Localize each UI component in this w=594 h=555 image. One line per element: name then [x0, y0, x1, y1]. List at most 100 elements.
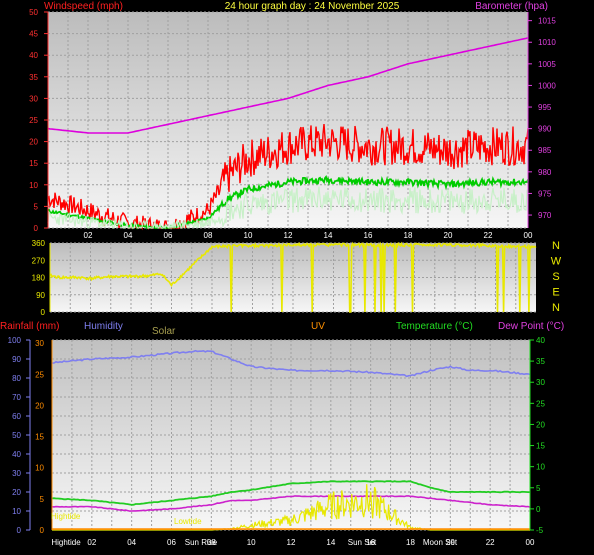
- wind-tick-label: 40: [29, 51, 38, 60]
- humidity-tick-label: 20: [12, 488, 21, 497]
- time-label-top: 20: [444, 231, 453, 240]
- sunset-label: Sun Set: [348, 538, 377, 547]
- hightide-plot-label: Hightide: [51, 512, 81, 521]
- uv-axis-title: UV: [311, 321, 325, 332]
- time-label-top: 18: [404, 231, 413, 240]
- compass-label-2: S: [552, 271, 559, 283]
- wind-tick-label: 30: [29, 94, 38, 103]
- baro-tick-label: 1000: [538, 81, 556, 90]
- temperature-tick-label: 10: [536, 463, 545, 472]
- humidity-tick-label: 60: [12, 412, 21, 421]
- wind-tick-label: 15: [29, 159, 38, 168]
- temperature-tick-label: -5: [536, 526, 544, 535]
- baro-tick-label: 1005: [538, 60, 556, 69]
- humidity-tick-label: 30: [12, 469, 21, 478]
- wind-direction-line: [49, 241, 537, 313]
- direction-tick-label: 360: [32, 239, 46, 248]
- humidity-tick-label: 70: [12, 393, 21, 402]
- compass-label-3: E: [552, 287, 559, 299]
- rainfall-axis-title: Rainfall (mm): [0, 321, 59, 332]
- rain-tick-label: 20: [35, 401, 44, 410]
- time-label-bottom: 16: [366, 538, 375, 547]
- temperature-tick-label: 40: [536, 336, 545, 345]
- barometer-line: [47, 37, 529, 134]
- direction-tick-label: 180: [32, 274, 46, 283]
- time-label-bottom: 14: [326, 538, 335, 547]
- wind-tick-label: 45: [29, 30, 38, 39]
- time-label-top: 14: [324, 231, 333, 240]
- rain-tick-label: 30: [35, 339, 44, 348]
- baro-tick-label: 1010: [538, 38, 556, 47]
- direction-tick-label: 90: [36, 291, 45, 300]
- time-label-top: 10: [244, 231, 253, 240]
- time-label-top: 12: [284, 231, 293, 240]
- wind-tick-label: 35: [29, 73, 38, 82]
- wind-tick-label: 5: [34, 202, 39, 211]
- temperature-tick-label: 25: [536, 399, 545, 408]
- temperature-tick-label: 15: [536, 442, 545, 451]
- baro-tick-label: 980: [538, 168, 552, 177]
- barometer-axis-title: Barometer (hpa): [475, 1, 548, 12]
- wind-tick-label: 10: [29, 181, 38, 190]
- compass-label-1: W: [551, 256, 562, 268]
- humidity-axis-title: Humidity: [84, 321, 123, 332]
- wind-tick-label: 20: [29, 138, 38, 147]
- sunrise-label: Sun Rise: [185, 538, 218, 547]
- humidity-line: [51, 349, 531, 378]
- temperature-tick-label: 0: [536, 505, 541, 514]
- moonset-label: Moon Set: [423, 538, 458, 547]
- direction-tick-label: 0: [41, 308, 46, 317]
- temperature-line: [51, 480, 531, 506]
- humidity-tick-label: 0: [17, 526, 22, 535]
- wind-speed-line: [47, 186, 529, 230]
- time-label-top: 08: [204, 231, 213, 240]
- time-label-bottom: 04: [127, 538, 136, 547]
- lowtide-plot-label: Lowtide: [174, 517, 202, 526]
- solar-line: [52, 484, 530, 531]
- rain-tick-label: 10: [35, 464, 44, 473]
- solar-axis-title: Solar: [152, 326, 176, 337]
- time-label-top: 06: [164, 231, 173, 240]
- baro-tick-label: 985: [538, 146, 552, 155]
- temperature-tick-label: 5: [536, 484, 541, 493]
- time-label-top: 02: [84, 231, 93, 240]
- rain-tick-label: 25: [35, 370, 44, 379]
- rain-tick-label: 0: [40, 526, 45, 535]
- wind-gust-line: [47, 124, 529, 231]
- wind-tick-label: 50: [29, 8, 38, 17]
- humidity-tick-label: 50: [12, 431, 21, 440]
- dewpoint-line: [51, 495, 531, 512]
- hightide-axis-label: Hightide: [51, 538, 81, 547]
- baro-tick-label: 995: [538, 103, 552, 112]
- time-label-top: 00: [524, 231, 533, 240]
- temperature-axis-title: Temperature (°C): [396, 321, 473, 332]
- chart-title: 24 hour graph day : 24 November 2025: [225, 1, 400, 12]
- time-label-bottom: 06: [167, 538, 176, 547]
- compass-label-4: N: [552, 302, 560, 314]
- time-label-bottom: 08: [207, 538, 216, 547]
- time-label-top: 04: [124, 231, 133, 240]
- rain-tick-label: 15: [35, 433, 44, 442]
- windspeed-axis-title: Windspeed (mph): [44, 1, 123, 12]
- baro-tick-label: 975: [538, 189, 552, 198]
- baro-tick-label: 970: [538, 211, 552, 220]
- time-label-bottom: 00: [526, 538, 535, 547]
- baro-tick-label: 1015: [538, 17, 556, 26]
- direction-tick-label: 270: [32, 256, 46, 265]
- humidity-tick-label: 10: [12, 507, 21, 516]
- temperature-tick-label: 30: [536, 378, 545, 387]
- time-label-top: 16: [364, 231, 373, 240]
- humidity-tick-label: 40: [12, 450, 21, 459]
- time-label-bottom: 12: [287, 538, 296, 547]
- time-label-bottom: 02: [87, 538, 96, 547]
- temperature-tick-label: 35: [536, 357, 545, 366]
- rain-tick-label: 5: [40, 495, 45, 504]
- compass-label-0: N: [552, 240, 560, 252]
- wind-tick-label: 25: [29, 116, 38, 125]
- humidity-tick-label: 90: [12, 355, 21, 364]
- time-label-bottom: 18: [406, 538, 415, 547]
- wind-tick-label: 0: [34, 224, 39, 233]
- humidity-tick-label: 100: [8, 336, 22, 345]
